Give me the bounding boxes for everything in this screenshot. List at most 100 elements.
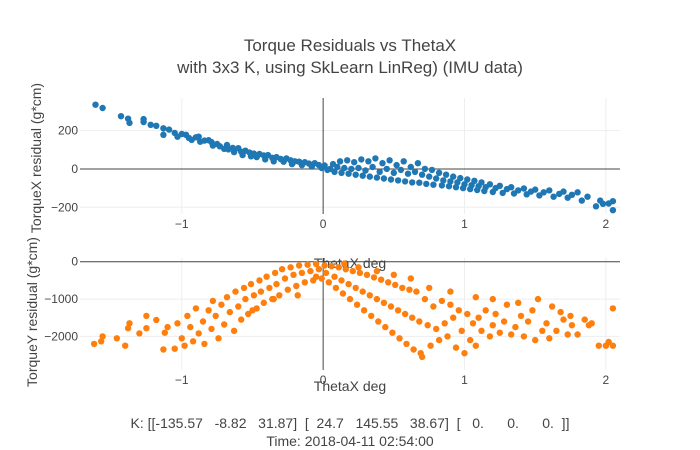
data-point: [242, 295, 249, 303]
data-point: [442, 171, 450, 178]
x-tick-label: −1: [175, 373, 189, 387]
data-point: [564, 331, 571, 338]
data-point: [351, 159, 358, 166]
data-point: [187, 323, 194, 331]
data-point: [215, 335, 222, 342]
data-point: [588, 320, 595, 327]
data-point: [450, 314, 457, 321]
data-point: [386, 157, 393, 164]
data-point: [430, 181, 437, 188]
data-point: [393, 161, 400, 169]
data-point: [438, 297, 446, 305]
data-point: [208, 325, 215, 333]
data-point: [338, 277, 345, 284]
data-point: [221, 321, 228, 328]
data-point: [546, 335, 553, 342]
data-point: [609, 342, 617, 349]
data-point: [355, 164, 362, 172]
data-point: [385, 279, 392, 286]
data-point: [235, 303, 242, 310]
data-point: [245, 310, 252, 318]
data-point: [428, 166, 436, 174]
data-point: [396, 335, 403, 342]
data-point: [195, 133, 202, 140]
data-point: [318, 275, 325, 282]
data-point: [290, 271, 297, 278]
data-point: [184, 312, 191, 320]
data-point: [452, 344, 460, 351]
data-point: [447, 301, 454, 308]
data-point: [409, 314, 416, 321]
data-point: [550, 193, 557, 200]
x-axis-title-bottom: ThetaX deg: [314, 378, 386, 394]
data-point: [390, 169, 397, 176]
data-point: [469, 320, 477, 327]
data-point: [199, 318, 207, 325]
data-point: [358, 156, 365, 163]
data-point: [418, 353, 426, 361]
data-point: [387, 176, 395, 183]
data-point: [433, 325, 440, 333]
data-point: [400, 158, 407, 165]
data-point: [520, 185, 528, 192]
footer-timestamp: Time: 2018-04-11 02:54:00: [266, 433, 434, 449]
data-point: [574, 189, 581, 196]
data-point: [475, 314, 482, 321]
data-point: [232, 288, 239, 295]
data-point: [312, 260, 320, 268]
data-point: [153, 122, 160, 129]
data-point: [407, 275, 414, 282]
x-tick-label: 0: [320, 217, 327, 231]
x-tick-label: 0: [320, 373, 327, 387]
torquey-residual-plot: −1 0 1 2 −2000 −1000 0: [44, 255, 620, 387]
data-point: [508, 184, 515, 191]
data-point: [390, 271, 397, 278]
data-point: [140, 118, 147, 126]
data-point: [373, 295, 381, 303]
data-point: [568, 322, 576, 329]
data-point: [499, 189, 506, 197]
data-point: [336, 158, 344, 165]
data-point: [99, 333, 106, 340]
data-point: [195, 330, 202, 337]
data-point: [438, 182, 446, 189]
data-point: [353, 301, 361, 308]
data-point: [447, 288, 454, 295]
data-point: [435, 336, 443, 344]
data-point: [257, 288, 265, 295]
data-point: [90, 340, 98, 348]
data-point: [592, 203, 600, 210]
data-point: [359, 172, 366, 179]
data-point: [517, 312, 525, 320]
data-point: [426, 284, 433, 292]
x-tick-label: 1: [461, 217, 468, 231]
data-point: [339, 290, 347, 297]
data-point: [346, 295, 354, 303]
data-point: [492, 310, 499, 318]
data-point: [295, 262, 303, 269]
data-point: [567, 312, 574, 320]
data-point: [534, 295, 542, 303]
y-tick-label: 0: [71, 255, 78, 269]
data-point: [489, 322, 496, 329]
data-point: [359, 288, 366, 295]
data-point: [387, 303, 395, 310]
data-point: [328, 263, 335, 270]
data-point: [496, 182, 503, 189]
data-point: [341, 164, 348, 172]
data-point: [458, 327, 465, 334]
data-point: [301, 279, 308, 286]
data-point: [362, 167, 369, 174]
x-tick-label: 2: [603, 373, 610, 387]
x-tick-label: 2: [603, 217, 610, 231]
data-point: [304, 261, 311, 268]
data-point: [230, 148, 238, 156]
data-point: [356, 269, 364, 277]
y-tick-label: 0: [71, 162, 78, 176]
data-point: [355, 264, 362, 271]
data-point: [435, 169, 443, 176]
data-point: [360, 307, 368, 314]
data-point: [397, 166, 405, 174]
data-point: [331, 273, 338, 280]
